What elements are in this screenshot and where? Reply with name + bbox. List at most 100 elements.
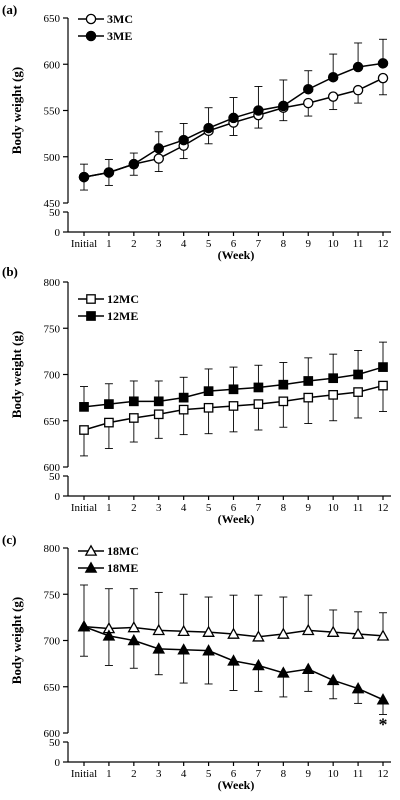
data-point — [278, 379, 289, 390]
data-point — [351, 682, 365, 694]
legend-label: 18MC — [107, 544, 139, 558]
data-point — [227, 627, 240, 639]
data-point — [302, 97, 314, 109]
data-point — [353, 387, 363, 397]
data-point — [127, 633, 141, 646]
y-tick-label: 50 — [49, 737, 61, 749]
data-point — [252, 630, 265, 642]
series-markers-3MC — [78, 72, 389, 183]
x-tick-label: 8 — [281, 238, 287, 250]
x-tick-label: 7 — [256, 238, 262, 250]
x-axis-label: (Week) — [218, 248, 255, 262]
data-point — [378, 380, 388, 391]
x-tick-label: 10 — [328, 768, 340, 780]
x-tick-label: 2 — [131, 768, 137, 780]
data-point — [278, 396, 289, 407]
y-tick-label: 600 — [44, 462, 61, 474]
x-tick-label: 12 — [378, 768, 389, 780]
series-markers-12MC — [79, 380, 388, 435]
series-markers-3ME — [78, 58, 389, 183]
x-tick-label: 11 — [353, 502, 364, 514]
data-point — [177, 624, 190, 637]
data-point — [252, 658, 265, 671]
x-tick-label: 4 — [181, 502, 187, 514]
x-tick-label: 9 — [306, 238, 312, 250]
panel-label: (a) — [2, 2, 17, 17]
y-tick-label: 500 — [44, 152, 61, 164]
data-point — [327, 91, 339, 102]
y-axis-label: Body weight (g) — [9, 67, 24, 154]
x-tick-label: 1 — [106, 238, 112, 250]
data-point — [79, 425, 89, 435]
data-point — [303, 392, 314, 403]
data-point — [301, 662, 315, 674]
data-point — [278, 100, 289, 112]
y-tick-label: 800 — [44, 277, 61, 289]
data-point — [253, 382, 264, 393]
data-point — [178, 134, 189, 146]
data-point — [376, 629, 390, 641]
y-axis-label: Body weight (g) — [9, 597, 24, 684]
y-tick-label: 450 — [44, 198, 61, 210]
data-point — [128, 413, 139, 423]
x-tick-label: 9 — [306, 502, 312, 514]
series-markers-12ME — [79, 362, 388, 412]
legend-label: 3ME — [107, 29, 132, 43]
y-tick-label: 550 — [44, 106, 61, 118]
data-point — [301, 623, 315, 636]
x-tick-label: 1 — [106, 768, 112, 780]
data-point — [78, 171, 90, 183]
x-tick-label: 5 — [206, 502, 212, 514]
legend-label: 12MC — [107, 292, 139, 306]
data-point — [203, 402, 214, 413]
data-point — [128, 158, 140, 170]
data-point — [253, 105, 264, 116]
x-tick-label: 8 — [281, 768, 287, 780]
legend-marker — [85, 13, 97, 25]
data-point — [326, 625, 340, 637]
data-point — [104, 417, 114, 428]
legend-marker — [85, 30, 97, 42]
y-tick-label: 650 — [44, 13, 61, 25]
chart-panel-3: (c) 600 650 700 750 800 0 50 Body weight (g) Init… — [2, 532, 391, 792]
data-point — [376, 693, 390, 705]
data-point — [377, 58, 389, 69]
x-tick-label: 7 — [256, 768, 262, 780]
data-point — [203, 122, 214, 134]
data-point — [253, 399, 264, 409]
x-tick-label: 6 — [231, 502, 237, 514]
legend-label: 3MC — [107, 12, 133, 26]
data-point — [178, 392, 189, 403]
y-tick-label: 0 — [55, 491, 61, 503]
legend-label: 18ME — [107, 561, 138, 575]
y-axis-label: Body weight (g) — [9, 331, 24, 418]
data-point — [326, 673, 340, 686]
data-point — [228, 384, 239, 395]
data-point — [302, 83, 314, 95]
series-18ME — [80, 625, 387, 715]
data-point — [377, 72, 389, 84]
data-point — [277, 627, 290, 639]
x-axis-label: (Week) — [218, 512, 255, 526]
x-tick-label: 5 — [206, 768, 212, 780]
data-point — [277, 666, 290, 678]
y-tick-label: 600 — [44, 728, 61, 740]
panel-label: (b) — [2, 264, 18, 279]
series-markers-18MC — [77, 620, 390, 642]
data-point — [328, 389, 339, 400]
data-point — [303, 376, 314, 386]
x-tick-label: Initial — [71, 768, 97, 780]
x-axis-label: (Week) — [218, 778, 255, 792]
significance-annotation: * — [379, 715, 388, 735]
series-3ME — [80, 38, 387, 178]
data-point — [77, 620, 91, 632]
data-point — [152, 623, 166, 636]
data-point — [351, 627, 365, 639]
legend-marker — [86, 294, 96, 304]
data-point — [177, 643, 190, 655]
y-tick-label: 700 — [44, 636, 61, 648]
x-tick-label: 12 — [378, 238, 389, 250]
data-point — [203, 386, 214, 397]
data-point — [153, 409, 164, 420]
y-tick-label: 50 — [49, 471, 61, 483]
